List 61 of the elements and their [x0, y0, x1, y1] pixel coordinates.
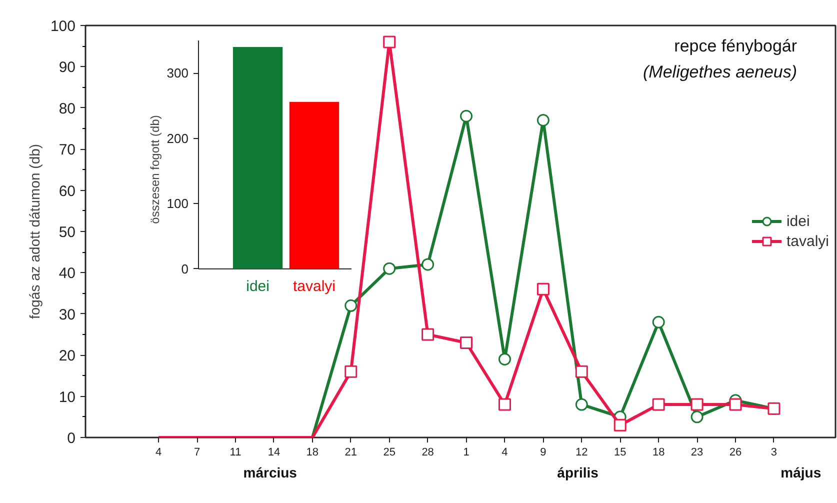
point [460, 336, 473, 349]
y-tick-label: 70 [58, 142, 76, 159]
point [422, 258, 434, 271]
y-axis-title: összesen fogott (db) [148, 115, 162, 224]
point [652, 398, 665, 411]
x-tick-label: 1 [463, 446, 470, 458]
text: március [243, 464, 298, 480]
x-tick-label: 21 [344, 446, 358, 458]
x-tick-label: 25 [383, 446, 396, 458]
x-tick-label: 9 [540, 446, 546, 458]
point [575, 365, 588, 378]
y-axis-title: fogás az adott dátumon (db) [26, 144, 42, 320]
y-tick-label: 50 [58, 224, 76, 241]
legend-label: tavalyi [786, 232, 829, 250]
point [344, 365, 358, 378]
y-tick-label: 200 [166, 130, 189, 146]
x-tick-label: 12 [576, 446, 588, 458]
y-tick-label: 80 [58, 100, 76, 118]
x-tick-label: 18 [306, 446, 319, 458]
point [575, 398, 588, 411]
y-tick-label: 0 [181, 261, 189, 276]
y-tick-label: 60 [58, 182, 76, 200]
y-tick-label: 100 [50, 18, 76, 35]
point [422, 328, 434, 341]
y-tick-label: 90 [58, 59, 76, 76]
text: május [780, 464, 822, 480]
point [383, 36, 396, 48]
x-tick-label: 3 [770, 446, 778, 458]
x-tick-label: 23 [690, 446, 704, 458]
x-tick-label: 4 [502, 446, 508, 458]
legend-label: idei [786, 212, 810, 230]
y-tick-label: 0 [67, 430, 76, 447]
y-tick-label: 100 [166, 196, 189, 212]
x-tick-label: 18 [652, 446, 665, 458]
point [536, 282, 550, 296]
point [536, 114, 550, 126]
x-tick-label: 7 [194, 446, 200, 458]
point [383, 262, 396, 275]
text: (Meligethes aeneus) [643, 62, 798, 82]
y-tick-label: 20 [58, 348, 76, 365]
point [652, 316, 665, 328]
point [690, 410, 704, 424]
x-tick-label: 28 [422, 446, 434, 458]
y-tick-label: 30 [58, 306, 76, 324]
y-tick-label: 40 [58, 265, 76, 282]
y-tick-label: 10 [58, 388, 76, 406]
x-tick-label: 11 [230, 446, 242, 458]
text: repce fénybogár [674, 36, 798, 56]
x-tick-label: 4 [156, 446, 162, 458]
y-tick-label: 300 [166, 66, 189, 81]
point [498, 352, 511, 366]
text: április [557, 464, 599, 480]
point [344, 299, 358, 312]
point [690, 398, 704, 411]
x-tick-label: 14 [268, 446, 280, 458]
point [460, 110, 473, 122]
point [498, 398, 511, 411]
point [729, 398, 742, 411]
x-tick-label: 15 [614, 446, 626, 458]
x-tick-label: 26 [729, 446, 742, 458]
point [614, 418, 626, 432]
